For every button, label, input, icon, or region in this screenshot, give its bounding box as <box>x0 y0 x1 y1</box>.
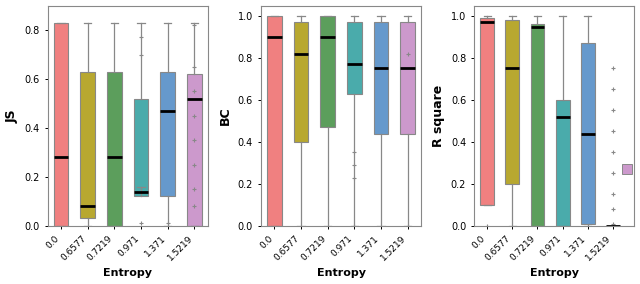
Y-axis label: JS: JS <box>6 109 19 122</box>
PathPatch shape <box>480 18 494 205</box>
PathPatch shape <box>321 16 335 127</box>
PathPatch shape <box>531 24 545 226</box>
PathPatch shape <box>54 23 68 226</box>
PathPatch shape <box>134 99 148 197</box>
X-axis label: Entropy: Entropy <box>530 268 579 278</box>
PathPatch shape <box>401 22 415 133</box>
PathPatch shape <box>294 22 308 142</box>
PathPatch shape <box>374 22 388 133</box>
PathPatch shape <box>81 72 95 218</box>
X-axis label: Entropy: Entropy <box>317 268 365 278</box>
PathPatch shape <box>267 16 282 226</box>
PathPatch shape <box>187 74 202 226</box>
PathPatch shape <box>161 72 175 197</box>
PathPatch shape <box>347 22 362 94</box>
PathPatch shape <box>107 72 122 226</box>
Y-axis label: R square: R square <box>432 85 445 147</box>
PathPatch shape <box>506 20 519 184</box>
Y-axis label: BC: BC <box>219 106 232 125</box>
X-axis label: Entropy: Entropy <box>103 268 152 278</box>
PathPatch shape <box>556 100 570 226</box>
PathPatch shape <box>581 43 595 224</box>
